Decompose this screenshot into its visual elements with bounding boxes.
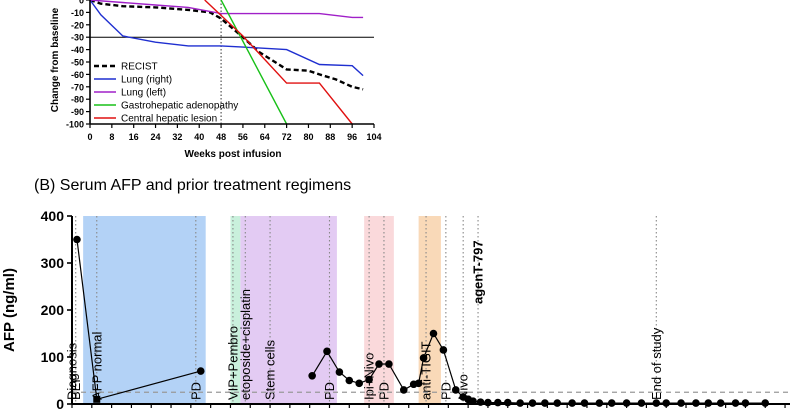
afp-point	[451, 386, 460, 394]
afp-point	[335, 368, 344, 376]
afp-point	[419, 354, 428, 362]
panel-a-xtick-label: 24	[151, 132, 161, 142]
legend-entry: Lung (left)	[121, 88, 166, 99]
afp-point	[439, 346, 448, 354]
series-line-lung-right-	[89, 0, 364, 77]
afp-point	[345, 376, 354, 385]
panel-a-xtick-label: 64	[260, 132, 270, 142]
afp-point	[375, 360, 383, 368]
panel-a-ytick-label: -10	[71, 8, 84, 18]
panel-a-xtick-label: 8	[109, 132, 114, 142]
panel-a-xtick-label: 80	[303, 132, 313, 142]
panel-a-chart: 0 8 16 24 32 40 48 56 64 72 80 88 96 104 0 -10 -20 -30 -40…	[50, 0, 382, 160]
panel-b-chart: (B) Serum AFP and prior treatment regime…	[1, 177, 790, 412]
afp-point	[73, 235, 81, 244]
series-line-recist	[89, 0, 364, 91]
afp-point	[399, 386, 408, 394]
panel-a-xtick-label: 96	[347, 132, 357, 142]
afp-point	[414, 379, 423, 388]
panel-a-xtick-label: 0	[87, 132, 92, 142]
legend-entry: Central hepatic lesion	[121, 114, 217, 125]
panel-a-ytick-label: -20	[71, 20, 84, 30]
event-marker-label: AFP normal	[89, 331, 104, 400]
panel-b-title: (B) Serum AFP and prior treatment regime…	[34, 177, 351, 194]
event-marker-label: PD	[376, 382, 391, 400]
afp-point-square	[93, 395, 101, 403]
event-marker-label: End of study	[649, 327, 664, 400]
panel-a-xtick-label: 56	[238, 132, 248, 142]
panel-a-xtick-label: 40	[194, 132, 204, 142]
legend-entry: RECIST	[121, 62, 158, 73]
panel-a-ytick-label: -40	[71, 45, 84, 55]
panel-a-ytick-label: -30	[71, 33, 84, 43]
treatment-region	[230, 216, 241, 404]
panel-a-xtick-label: 72	[282, 132, 292, 142]
afp-point	[365, 375, 373, 384]
panel-a-ylabel: Change from baseline	[50, 7, 61, 112]
panel-a-ytick-label: -70	[71, 82, 84, 92]
panel-b-ytick-label: 300	[41, 255, 65, 271]
panel-b-ytick-label: 0	[56, 396, 64, 412]
panel-b-ylabel: AFP (ng/ml)	[1, 268, 18, 352]
event-marker-label: etoposide+cisplatin	[238, 289, 253, 400]
legend-entry: Gastrohepatic adenopathy	[121, 101, 238, 112]
afp-point	[385, 360, 393, 368]
event-marker-label: PD	[322, 382, 337, 400]
panel-a-ytick-label: -50	[71, 58, 84, 68]
panel-a-xtick-label: 32	[172, 132, 182, 142]
panel-a-xtick-label: 88	[325, 132, 335, 142]
series-line-lung-left-	[89, 0, 364, 19]
series-line-central-hepatic-lesion	[204, 0, 353, 125]
legend-entry: Lung (right)	[121, 75, 172, 86]
panel-b-ytick-label: 200	[41, 302, 65, 318]
panel-b-ytick-label: 100	[41, 349, 65, 365]
event-marker-label: BEP	[68, 374, 83, 400]
panel-a-ytick-label: 0	[79, 0, 84, 6]
afp-point	[429, 329, 438, 338]
event-marker-label: agenT-797	[471, 240, 486, 304]
event-marker-label: Stem cells	[263, 340, 278, 400]
afp-point	[494, 398, 502, 407]
event-marker-label: PD	[438, 382, 453, 400]
panel-a-ytick-label: -90	[71, 107, 84, 117]
panel-a-ytick-label: -60	[71, 70, 84, 80]
treatment-region	[83, 216, 206, 404]
afp-point	[355, 379, 364, 388]
panel-a-xtick-label: 16	[129, 132, 139, 142]
afp-point	[323, 347, 331, 356]
event-marker-label: PD	[188, 382, 203, 400]
event-marker-label: VIP+Pembro	[225, 326, 240, 400]
panel-a-xtick-label: 48	[216, 132, 226, 142]
panel-a-ytick-label: -80	[71, 95, 84, 105]
panel-a-xlabel: Weeks post infusion	[184, 149, 281, 160]
panel-b-ytick-label: 400	[41, 208, 65, 224]
afp-point	[308, 372, 316, 380]
panel-a-ytick-label: -100	[66, 120, 84, 130]
series-line-gastrohepatic-adenopathy	[220, 0, 288, 125]
afp-point	[196, 367, 205, 375]
treatment-region	[240, 216, 337, 404]
panel-a-xtick-label: 104	[366, 132, 381, 142]
